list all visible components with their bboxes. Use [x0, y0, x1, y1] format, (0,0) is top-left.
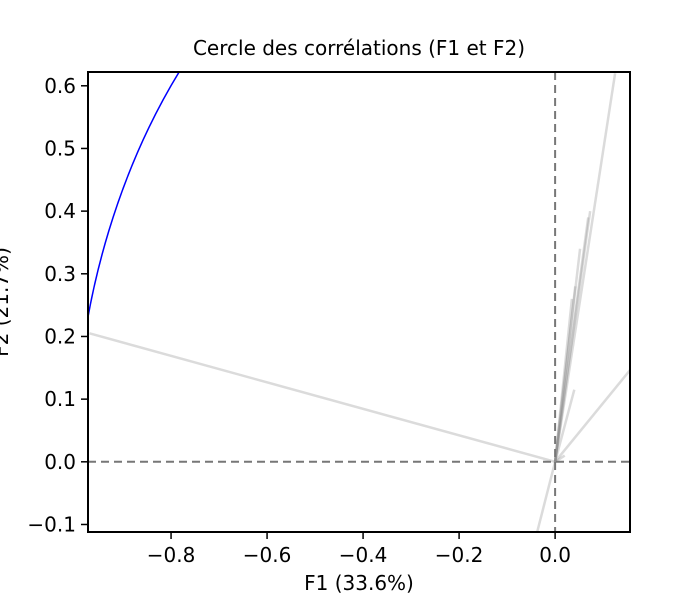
x-tick-label: −0.6 — [243, 543, 292, 567]
x-tick-label: −0.8 — [147, 543, 196, 567]
y-axis-label: F2 (21.7%) — [0, 247, 13, 357]
y-tick-label: −0.1 — [27, 512, 76, 536]
y-tick-label: 0.2 — [44, 324, 76, 348]
y-tick-label: 0.5 — [44, 136, 76, 160]
vector — [553, 217, 590, 462]
vector — [553, 210, 592, 462]
x-axis-label: F1 (33.6%) — [304, 571, 414, 595]
plot-area — [88, 72, 630, 532]
vector — [553, 298, 574, 462]
vector — [535, 461, 557, 532]
chart-title: Cercle des corrélations (F1 et F2) — [193, 36, 525, 60]
vector — [553, 73, 617, 463]
x-tick-label: −0.2 — [435, 543, 484, 567]
y-tick-label: 0.4 — [44, 199, 76, 223]
correlation-circle — [88, 72, 181, 322]
plot-frame — [87, 71, 631, 533]
y-tick-label: 0.6 — [44, 74, 76, 98]
vector — [554, 454, 566, 463]
x-tick-label: 0.0 — [539, 543, 571, 567]
vector — [553, 389, 576, 463]
vector — [554, 368, 630, 463]
y-tick-label: 0.1 — [44, 387, 76, 411]
vector — [89, 332, 556, 464]
vector — [553, 286, 577, 462]
y-tick-label: 0.3 — [44, 262, 76, 286]
x-tick-label: −0.4 — [339, 543, 388, 567]
y-tick-label: 0.0 — [44, 450, 76, 474]
vector — [553, 248, 582, 462]
